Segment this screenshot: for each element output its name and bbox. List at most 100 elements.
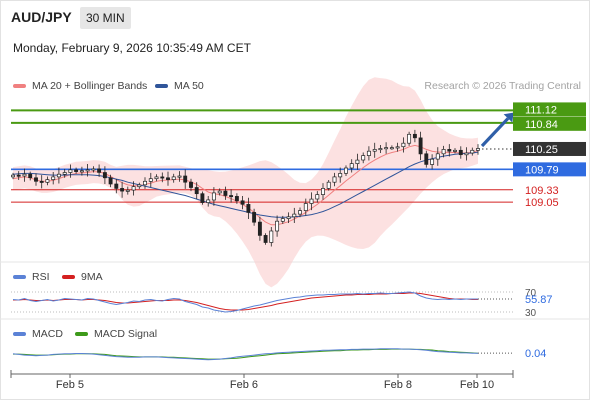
candle [240,200,245,205]
legend-rsi: RSI [13,271,50,283]
candle [395,146,400,149]
candle [45,179,50,183]
level-label-box [513,102,586,117]
candle [148,178,153,182]
candle [229,195,234,198]
forecast-arrow [480,117,510,148]
candle [252,212,257,223]
candle [435,153,440,160]
legend-swatch-ma20 [13,84,26,89]
candle [349,163,354,169]
candle [68,169,73,173]
candle [447,149,452,152]
candle [407,133,412,144]
candle [217,190,222,194]
legend-rsi-ma: 9MA [62,271,103,283]
candle [143,180,147,186]
level-label-box [513,141,586,156]
level-label: 109.05 [525,197,559,209]
candle [338,173,343,178]
rsi-last-value: 55.87 [525,294,553,306]
candle [298,210,302,215]
candle [326,181,331,189]
level-label: 110.84 [525,119,558,131]
candle [458,149,463,156]
candle [321,188,325,195]
candle [56,173,61,178]
candle [74,169,79,172]
legend-label-rsi-ma: 9MA [81,271,103,284]
legend-label-macd: MACD [32,328,63,341]
candle [39,180,44,183]
candle [97,168,102,173]
legend-label-ma50: MA 50 [174,80,204,93]
level-label: 109.33 [525,185,559,197]
rsi-level-label: 70 [525,288,537,299]
level-label: 110.25 [525,144,558,156]
candles [11,129,480,247]
ma50-line [12,151,479,218]
candle [476,148,480,151]
candle [315,194,320,200]
legend-label-macd-signal: MACD Signal [94,328,158,341]
candle [246,204,251,213]
candle [171,176,176,180]
candle [309,198,314,204]
bollinger-band [13,77,478,288]
candle [332,176,337,183]
candle [418,137,423,155]
macd-line [12,348,478,361]
candle [91,168,96,171]
candle [120,188,125,192]
level-label-box [513,116,586,131]
ma20-line [12,144,479,226]
legend-ma50: MA 50 [155,80,204,92]
candle [257,221,262,236]
candle [22,173,27,177]
candle [206,199,211,203]
candle [34,177,38,182]
candle [131,186,136,191]
candle [154,176,159,180]
candle [194,187,199,195]
candle [412,133,417,139]
candle [263,235,268,243]
candle [28,173,33,179]
macd-signal-line [13,348,479,360]
candle [51,176,56,180]
candle [108,177,113,185]
x-tick-label: Feb 8 [384,379,412,391]
candle [234,196,239,202]
candle [430,158,435,165]
candle [464,152,469,156]
level-label: 111.12 [525,104,557,116]
candle [114,183,119,189]
candle [183,175,188,183]
legend-swatch-ma50 [155,84,168,89]
candle [16,174,21,177]
legend-macd-signal: MACD Signal [75,328,157,340]
legend-label-ma20: MA 20 + Bollinger Bands [32,80,148,93]
legend-label-rsi: RSI [32,271,50,284]
candle [372,149,377,152]
candle [344,167,348,174]
candle [62,172,67,175]
candle [211,192,216,201]
candle [200,193,205,203]
credit-text: Research © 2026 Trading Central [424,80,581,92]
candle [366,150,371,156]
rsi-line [12,291,478,313]
candle [470,149,475,154]
candle [441,149,446,155]
candle [189,181,193,188]
candle [401,142,406,148]
candle [292,213,297,218]
candle [389,147,394,150]
legend-swatch-rsi [13,275,26,280]
candle [280,218,285,222]
x-tick-label: Feb 10 [460,379,494,391]
candle [102,172,107,179]
timeframe-button[interactable]: 30 MIN [80,7,131,29]
legend-ma20: MA 20 + Bollinger Bands [13,80,147,92]
candle [286,216,291,219]
